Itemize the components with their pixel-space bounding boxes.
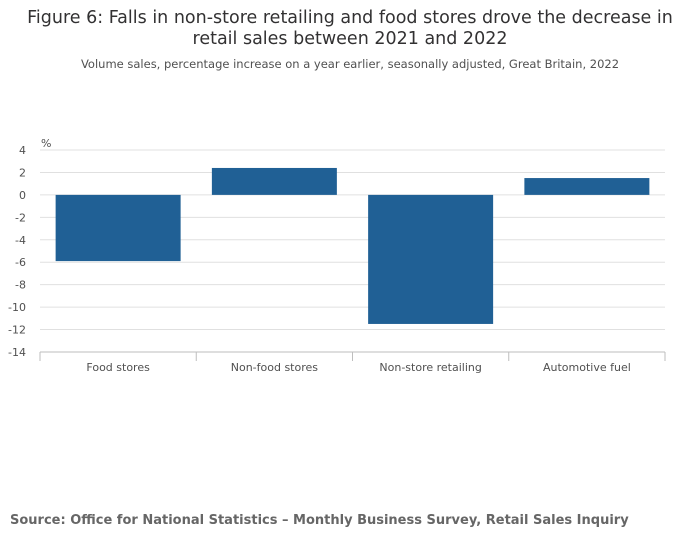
x-tick-label: Non-food stores	[231, 361, 319, 374]
bar-non-food-stores	[211, 167, 337, 195]
y-tick-label: -8	[15, 279, 26, 292]
bar-non-store-retailing	[368, 194, 494, 324]
y-tick-label: -2	[15, 211, 26, 224]
y-tick-label: 0	[19, 189, 26, 202]
bar-food-stores	[55, 194, 181, 262]
x-tick-label: Non-store retailing	[379, 361, 481, 374]
y-unit-label: %	[41, 137, 51, 150]
bars	[55, 167, 650, 324]
y-tick-label: -12	[8, 324, 26, 337]
y-tick-label: 2	[19, 166, 26, 179]
y-tick-label: -4	[15, 234, 26, 247]
bar-chart: % 4 2 0 -2 -4 -6 -8 -10 -12 -14 Food stores Non-food…	[8, 137, 666, 374]
x-tick-label: Automotive fuel	[543, 361, 631, 374]
x-axis	[39, 351, 666, 361]
y-tick-label: -14	[8, 346, 26, 359]
chart-subtitle: Volume sales, percentage increase on a y…	[80, 57, 620, 71]
bar-automotive-fuel	[524, 178, 650, 195]
gridlines	[40, 149, 665, 331]
y-tick-label: -10	[8, 301, 26, 314]
chart-title: Figure 6: Falls in non-store retailing a…	[0, 8, 700, 50]
source-note: Source: Office for National Statistics –…	[10, 513, 629, 528]
y-tick-label: 4	[19, 144, 26, 157]
x-tick-label: Food stores	[86, 361, 150, 374]
y-tick-label: -6	[15, 256, 26, 269]
chart-title-line-1: Figure 6: Falls in non-store retailing a…	[27, 8, 673, 28]
chart-title-line-2: retail sales between 2021 and 2022	[192, 29, 508, 49]
axis-labels: % 4 2 0 -2 -4 -6 -8 -10 -12 -14 Food stores Non-food…	[8, 137, 631, 374]
